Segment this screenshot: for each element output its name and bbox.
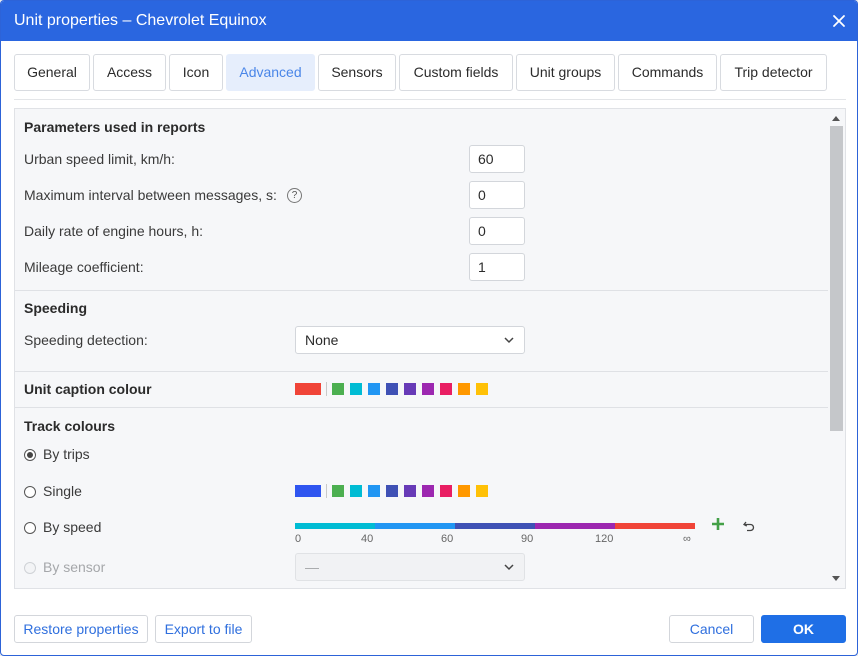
- single-label[interactable]: Single: [43, 483, 82, 499]
- track-colours-title: Track colours: [24, 418, 116, 434]
- ok-button[interactable]: OK: [761, 615, 846, 643]
- tab-trip-detector[interactable]: Trip detector: [720, 54, 827, 91]
- speed-tick-label: ∞: [683, 533, 691, 545]
- colour-swatch[interactable]: [422, 485, 434, 497]
- radio-by-sensor[interactable]: [24, 562, 36, 574]
- section-divider: [15, 290, 828, 291]
- speed-tick-label: 120: [595, 533, 614, 545]
- by-speed-label[interactable]: By speed: [43, 519, 102, 535]
- section-divider: [15, 407, 828, 408]
- plus-icon[interactable]: [711, 517, 725, 531]
- vertical-scrollbar[interactable]: [828, 109, 845, 588]
- chevron-down-icon: [504, 337, 514, 344]
- palette-separator: [326, 484, 327, 498]
- sensor-select-value: —: [305, 559, 319, 575]
- restore-properties-button[interactable]: Restore properties: [14, 615, 148, 643]
- reports-section-title: Parameters used in reports: [24, 119, 206, 135]
- speed-range-segment[interactable]: [615, 523, 695, 529]
- engine-hours-input[interactable]: 0: [469, 217, 525, 245]
- colour-swatch[interactable]: [368, 485, 380, 497]
- speed-colour-scale[interactable]: [295, 523, 695, 529]
- by-sensor-label: By sensor: [43, 559, 106, 575]
- max-interval-label: Maximum interval between messages, s:: [24, 187, 277, 203]
- radio-by-speed[interactable]: [24, 522, 36, 534]
- scroll-up-arrow-icon[interactable]: [832, 116, 840, 121]
- tab-unit-groups[interactable]: Unit groups: [516, 54, 615, 91]
- speed-tick-label: 60: [441, 533, 454, 545]
- tab-custom-fields[interactable]: Custom fields: [399, 54, 513, 91]
- radio-by-trips[interactable]: [24, 449, 36, 461]
- speed-tick-label: 90: [521, 533, 534, 545]
- tab-commands[interactable]: Commands: [618, 54, 717, 91]
- max-interval-input[interactable]: 0: [469, 181, 525, 209]
- colour-swatch[interactable]: [332, 383, 344, 395]
- speed-range-segment[interactable]: [535, 523, 615, 529]
- speed-tick-label: 40: [361, 533, 374, 545]
- mileage-coefficient-input[interactable]: 1: [469, 253, 525, 281]
- engine-hours-label: Daily rate of engine hours, h:: [24, 223, 203, 239]
- scrollbar-thumb[interactable]: [830, 126, 843, 431]
- colour-swatch[interactable]: [404, 383, 416, 395]
- palette-separator: [326, 382, 327, 396]
- colour-swatch[interactable]: [422, 383, 434, 395]
- selected-colour-swatch[interactable]: [295, 383, 321, 395]
- colour-swatch[interactable]: [350, 383, 362, 395]
- colour-swatch[interactable]: [350, 485, 362, 497]
- colour-swatch[interactable]: [476, 485, 488, 497]
- by-trips-label[interactable]: By trips: [43, 446, 90, 462]
- advanced-settings-panel: Parameters used in reports Urban speed l…: [14, 108, 846, 589]
- tab-access[interactable]: Access: [93, 54, 166, 91]
- speeding-section-title: Speeding: [24, 300, 88, 316]
- scroll-down-arrow-icon[interactable]: [832, 576, 840, 581]
- caption-colour-title: Unit caption colour: [24, 381, 152, 397]
- colour-swatch[interactable]: [458, 383, 470, 395]
- export-to-file-button[interactable]: Export to file: [155, 615, 252, 643]
- undo-icon[interactable]: [743, 520, 755, 532]
- colour-swatch[interactable]: [332, 485, 344, 497]
- dialog-title: Unit properties – Chevrolet Equinox: [14, 12, 267, 29]
- colour-swatch[interactable]: [404, 485, 416, 497]
- colour-swatch[interactable]: [386, 485, 398, 497]
- help-circle-icon[interactable]: ?: [287, 188, 302, 203]
- radio-single[interactable]: [24, 486, 36, 498]
- urban-speed-label: Urban speed limit, km/h:: [24, 151, 175, 167]
- speeding-detection-select[interactable]: None: [295, 326, 525, 354]
- colour-swatch[interactable]: [368, 383, 380, 395]
- colour-swatch[interactable]: [476, 383, 488, 395]
- tab-sensors[interactable]: Sensors: [318, 54, 396, 91]
- tab-divider: [14, 99, 846, 100]
- colour-swatch[interactable]: [440, 485, 452, 497]
- tab-advanced[interactable]: Advanced: [226, 54, 315, 91]
- sensor-select[interactable]: —: [295, 553, 525, 581]
- close-icon[interactable]: [831, 13, 847, 29]
- title-bar: Unit properties – Chevrolet Equinox: [1, 1, 857, 41]
- colour-swatch[interactable]: [440, 383, 452, 395]
- colour-swatch[interactable]: [458, 485, 470, 497]
- speeding-detection-label: Speeding detection:: [24, 332, 148, 348]
- selected-colour-swatch[interactable]: [295, 485, 321, 497]
- cancel-button[interactable]: Cancel: [669, 615, 754, 643]
- chevron-down-icon: [504, 564, 514, 571]
- speed-range-segment[interactable]: [295, 523, 375, 529]
- section-divider: [15, 371, 828, 372]
- tab-icon[interactable]: Icon: [169, 54, 223, 91]
- speed-range-segment[interactable]: [375, 523, 455, 529]
- colour-swatch[interactable]: [386, 383, 398, 395]
- speed-tick-label: 0: [295, 533, 302, 545]
- urban-speed-input[interactable]: 60: [469, 145, 525, 173]
- speed-range-segment[interactable]: [455, 523, 535, 529]
- speeding-detection-value: None: [305, 332, 339, 348]
- tab-general[interactable]: General: [14, 54, 90, 91]
- mileage-coefficient-label: Mileage coefficient:: [24, 259, 144, 275]
